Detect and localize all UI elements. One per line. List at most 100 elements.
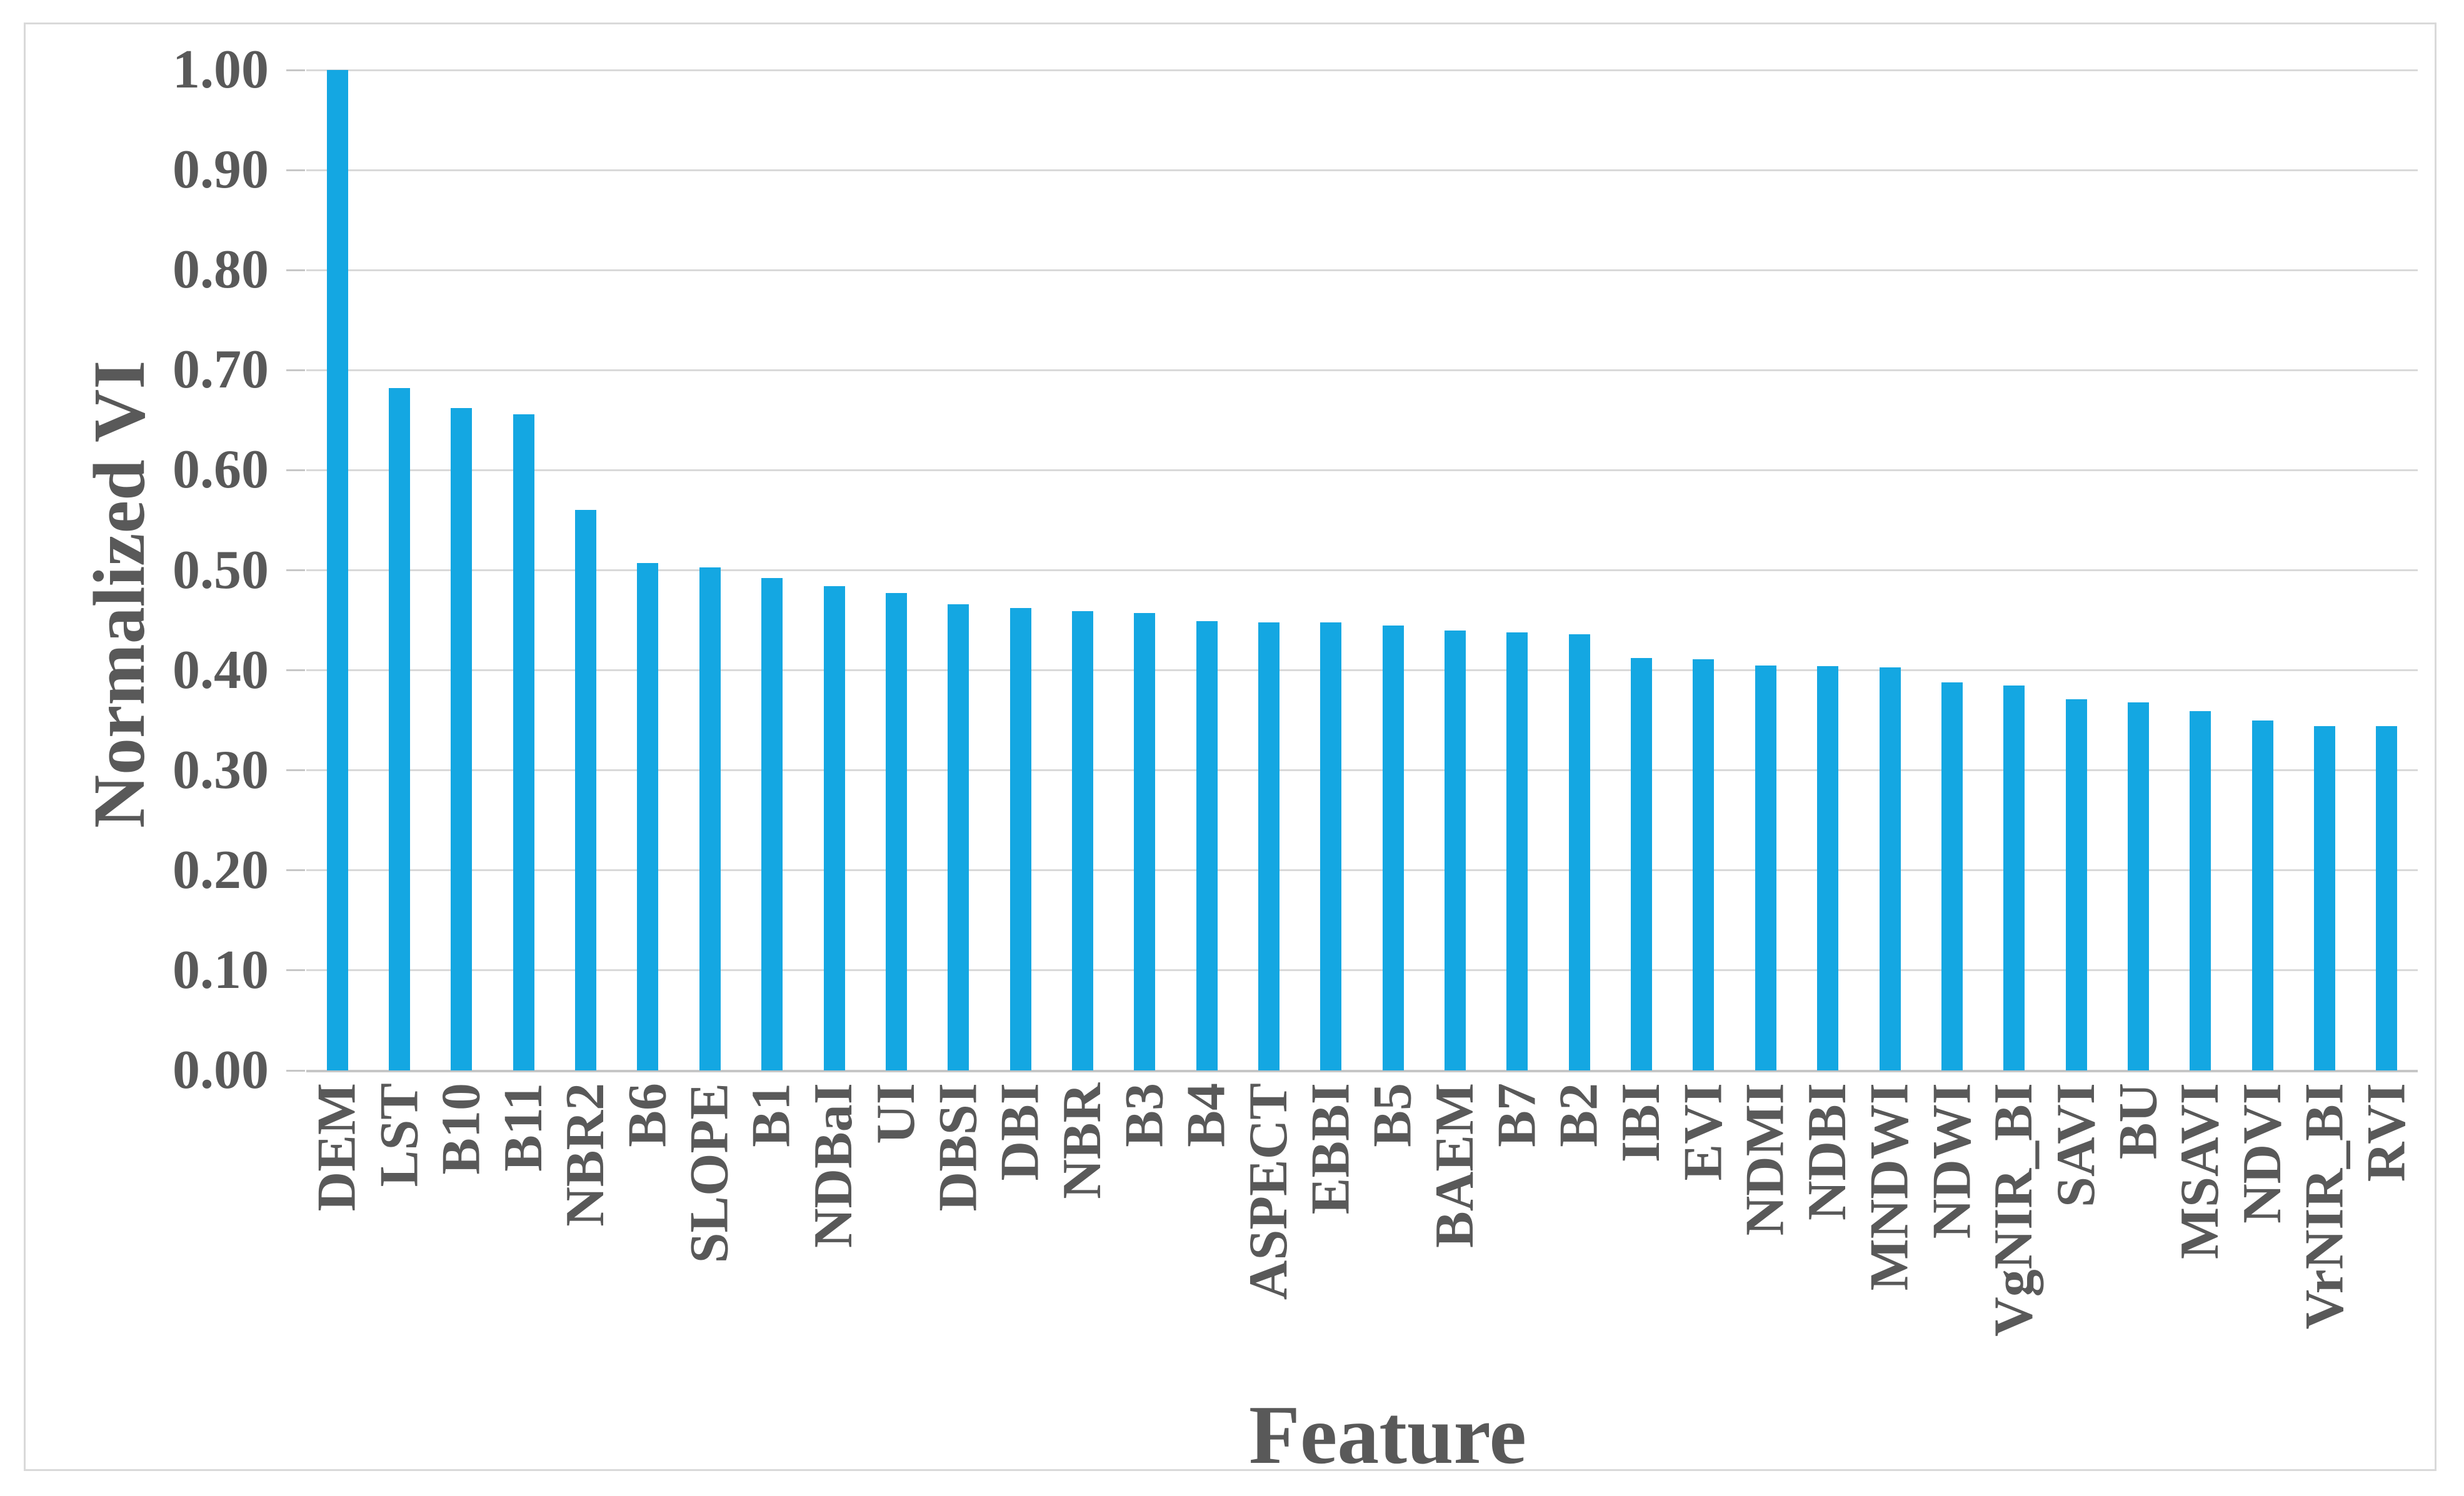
x-tick-label-B7: B7	[1486, 1083, 1548, 1147]
bar-MSAVI	[2190, 711, 2211, 1070]
bar-NDWI	[1941, 682, 1963, 1070]
gridline	[306, 269, 2418, 271]
bar-MNDWI	[1879, 667, 1901, 1070]
bar-NDMI	[1755, 665, 1776, 1070]
bar-B6	[637, 563, 659, 1070]
x-tick-label-B5: B5	[1362, 1083, 1423, 1147]
x-tick-label-NDMI: NDMI	[1735, 1083, 1796, 1236]
bar-B7	[1506, 632, 1528, 1070]
bar-UI	[885, 593, 907, 1070]
x-tick-label-EBBI: EBBI	[1300, 1083, 1361, 1215]
x-axis-baseline	[306, 1069, 2418, 1072]
bar-B2	[1568, 634, 1590, 1070]
x-tick-label-VrNIR_BI: VrNIR_BI	[2293, 1083, 2355, 1330]
chart-frame: Normalized VI Feature	[24, 22, 2436, 1481]
bar-LST	[389, 388, 411, 1070]
gridline	[306, 469, 2418, 471]
x-tick-label-NBR2: NBR2	[555, 1083, 616, 1227]
x-tick-label-IBI: IBI	[1611, 1083, 1672, 1163]
gridline	[306, 369, 2418, 371]
bar-DEM	[326, 70, 348, 1070]
bar-SLOPE	[699, 567, 721, 1070]
plot-area	[306, 69, 2418, 1072]
y-tick-label: 0.90	[173, 139, 269, 201]
y-axis-tick	[286, 869, 305, 872]
x-tick-label-B6: B6	[617, 1083, 678, 1147]
bar-NBR2	[575, 510, 597, 1070]
x-tick-label-BAEM: BAEM	[1425, 1083, 1486, 1248]
bar-BAEM	[1445, 630, 1466, 1070]
x-tick-label-UI: UI	[865, 1083, 926, 1144]
y-tick-label: 0.00	[173, 1040, 269, 1100]
x-tick-label-NDVI: NDVI	[2231, 1083, 2293, 1224]
x-tick-label-LST: LST	[369, 1083, 430, 1187]
x-tick-label-SAVI: SAVI	[2045, 1083, 2106, 1207]
y-tick-label: 0.40	[173, 639, 269, 701]
bar-NDBI	[1817, 666, 1839, 1070]
gridline	[306, 669, 2418, 672]
y-axis-tick	[286, 369, 305, 371]
x-tick-label-DEM: DEM	[306, 1083, 368, 1212]
x-tick-label-NBR: NBR	[1051, 1083, 1113, 1199]
y-axis-tick	[286, 1069, 305, 1072]
y-tick-label: 0.50	[173, 539, 269, 601]
x-tick-label-SLOPE: SLOPE	[679, 1083, 740, 1264]
x-tick-label-NDBI: NDBI	[1797, 1083, 1858, 1221]
x-tick-label-DBI: DBI	[989, 1083, 1051, 1181]
x-tick-label-B4: B4	[1176, 1083, 1237, 1147]
gridline	[306, 569, 2418, 571]
bar-RVI	[2376, 726, 2398, 1070]
bar-EBBI	[1320, 622, 1342, 1070]
bar-B4	[1196, 621, 1218, 1070]
gridline	[306, 769, 2418, 772]
y-tick-label: 0.30	[173, 739, 269, 800]
bar-NDVI	[2251, 720, 2273, 1070]
x-tick-label-B2: B2	[1548, 1083, 1610, 1147]
x-tick-label-DBSI: DBSI	[928, 1083, 989, 1212]
x-tick-label-MSAVI: MSAVI	[2170, 1083, 2231, 1260]
y-tick-label: 0.60	[173, 439, 269, 501]
bar-IBI	[1631, 658, 1653, 1070]
x-tick-label-RVI: RVI	[2356, 1083, 2417, 1182]
bar-B11	[513, 414, 534, 1070]
gridline	[306, 869, 2418, 872]
y-tick-label: 1.00	[173, 39, 269, 100]
x-tick-label-B3: B3	[1114, 1083, 1175, 1147]
y-axis-tick	[286, 269, 305, 271]
bar-DBI	[1009, 608, 1031, 1070]
bar-B10	[451, 408, 473, 1070]
bar-B3	[1134, 613, 1156, 1070]
bar-SAVI	[2065, 699, 2087, 1070]
x-tick-label-ASPECT: ASPECT	[1238, 1083, 1299, 1300]
x-tick-label-MNDWI: MNDWI	[1859, 1083, 1920, 1291]
gridline	[306, 169, 2418, 171]
y-tick-label: 0.20	[173, 839, 269, 900]
y-axis-tick	[286, 169, 305, 171]
bar-BU	[2127, 702, 2149, 1070]
bar-NBR	[1071, 611, 1093, 1070]
y-axis-tick	[286, 569, 305, 571]
x-tick-label-VgNIR_BI: VgNIR_BI	[1983, 1083, 2045, 1337]
y-axis-tick	[286, 769, 305, 772]
y-tick-label: 0.10	[173, 939, 269, 1000]
x-tick-label-BU: BU	[2107, 1083, 2168, 1160]
bar-VrNIR_BI	[2313, 726, 2335, 1070]
y-axis-tick	[286, 669, 305, 672]
bar-NDBaI	[823, 586, 845, 1070]
bar-B1	[761, 578, 783, 1070]
bar-EVI	[1693, 659, 1715, 1070]
y-axis-tick	[286, 469, 305, 471]
bar-DBSI	[948, 604, 969, 1070]
bar-VgNIR_BI	[2003, 685, 2025, 1070]
y-tick-label: 0.70	[173, 339, 269, 401]
y-axis-tick	[286, 969, 305, 972]
x-tick-label-NDWI: NDWI	[1921, 1083, 1982, 1239]
x-tick-label-B10: B10	[431, 1083, 492, 1175]
x-tick-label-EVI: EVI	[1673, 1083, 1734, 1181]
y-tick-label: 0.80	[173, 239, 269, 301]
x-tick-label-B11: B11	[493, 1083, 554, 1172]
gridline	[306, 69, 2418, 71]
y-axis-tick	[286, 69, 305, 71]
x-tick-label-NDBaI: NDBaI	[803, 1083, 864, 1249]
